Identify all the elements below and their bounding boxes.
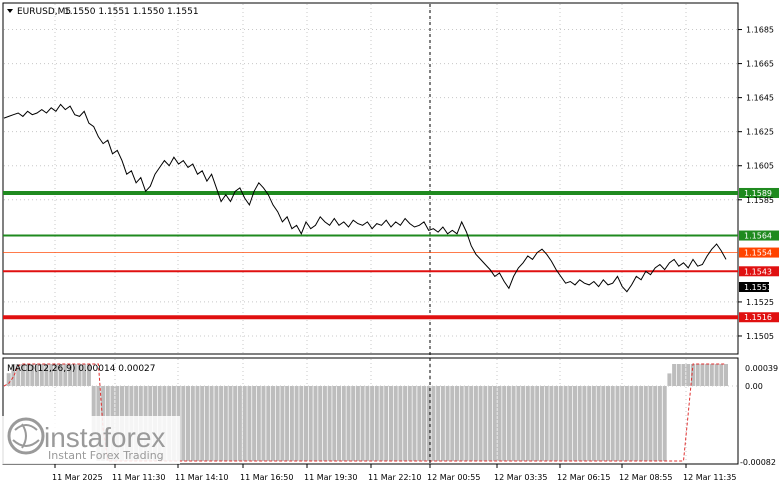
instaforex-logo: instaforex Instant Forex Trading	[2, 416, 180, 464]
macd-label: MACD(12,26,9) 0.00014 0.00027	[7, 364, 156, 374]
level-tag	[739, 266, 779, 277]
current-price-label: 1.1551	[744, 283, 772, 292]
level-tag-label: 1.1516	[744, 313, 772, 322]
time-tick-label: 11 Mar 19:30	[304, 473, 357, 482]
price-tick-label: 1.1645	[746, 94, 774, 103]
level-tag	[739, 230, 779, 241]
level-tag-label: 1.1589	[744, 189, 772, 198]
macd-tick-0: 0.00039	[745, 364, 778, 373]
time-tick-label: 11 Mar 14:10	[175, 473, 228, 482]
price-tick-label: 1.1605	[746, 162, 774, 171]
price-tick-label: 1.1505	[746, 332, 774, 341]
price-axis: 1.16851.16651.16451.16251.16051.15851.15…	[738, 26, 774, 341]
level-tag	[739, 247, 779, 258]
level-tag-label: 1.1554	[744, 249, 772, 258]
level-tag-label: 1.1564	[744, 232, 772, 241]
time-tick-label: 11 Mar 16:50	[240, 473, 293, 482]
symbol-label: EURUSD,M5	[17, 7, 71, 17]
macd-tick-1: 0.00	[745, 382, 763, 391]
price-tick-label: 1.1585	[746, 196, 774, 205]
triangle-down-icon[interactable]	[7, 9, 13, 13]
time-tick-label: 12 Mar 03:35	[494, 473, 547, 482]
time-tick-label: 12 Mar 06:15	[557, 473, 610, 482]
level-tag	[739, 312, 779, 323]
price-chart-frame	[2, 2, 739, 355]
level-tag-label: 1.1543	[744, 267, 772, 276]
time-tick-label: 12 Mar 00:55	[427, 473, 480, 482]
time-tick-label: 11 Mar 11:30	[112, 473, 165, 482]
time-tick-label: 12 Mar 08:55	[619, 473, 672, 482]
time-tick-label: 11 Mar 22:10	[368, 473, 421, 482]
price-tick-label: 1.1685	[746, 26, 774, 35]
time-tick-label: 11 Mar 2025	[52, 473, 103, 482]
level-tag	[739, 187, 779, 198]
macd-tick-2: -0.00082	[740, 458, 776, 467]
level-lines: 1.1589 1.1564 1.1554 1.1543 1.1516	[3, 187, 779, 323]
watermark-brand: instaforex	[44, 422, 165, 453]
time-axis: 11 Mar 2025 11 Mar 11:30 11 Mar 14:10 11 Ma…	[52, 464, 736, 482]
current-price-tag	[739, 282, 769, 292]
price-line	[3, 103, 727, 293]
time-tick-label: 12 Mar 11:35	[683, 473, 736, 482]
price-tick-label: 1.1625	[746, 128, 774, 137]
price-tick-label: 1.1525	[746, 298, 774, 307]
ohlc-label: 1.1550 1.1551 1.1550 1.1551	[64, 7, 199, 17]
price-tick-label: 1.1665	[746, 60, 774, 69]
watermark-tagline: Instant Forex Trading	[48, 449, 164, 462]
